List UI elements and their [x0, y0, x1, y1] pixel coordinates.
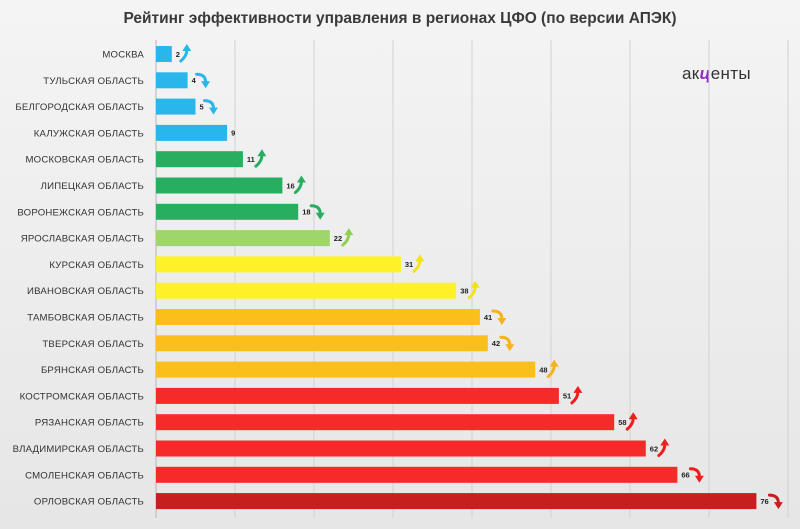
bar: [156, 335, 488, 352]
trend-arrows: [179, 44, 783, 510]
trend-arrow-down-icon: [767, 493, 783, 510]
bar: [156, 151, 243, 168]
logo-text-end: енты: [710, 64, 751, 83]
value-label: 41: [484, 313, 492, 322]
bars: [156, 46, 757, 510]
category-label: ТУЛЬСКАЯ ОБЛАСТЬ: [43, 76, 144, 87]
category-label: ОРЛОВСКАЯ ОБЛАСТЬ: [34, 497, 144, 508]
category-label: ЛИПЕЦКАЯ ОБЛАСТЬ: [41, 181, 144, 192]
bar: [156, 440, 646, 457]
value-label: 2: [176, 50, 180, 59]
bar: [156, 282, 457, 299]
trend-arrow-up-icon: [254, 149, 267, 168]
bar: [156, 466, 678, 483]
trend-arrow-up-icon: [625, 412, 638, 431]
bar: [156, 493, 757, 510]
category-label: МОСКВА: [102, 50, 144, 61]
value-label: 5: [200, 102, 204, 111]
bar: [156, 230, 330, 247]
trend-arrow-up-icon: [657, 438, 670, 457]
trend-arrow-up-icon: [293, 175, 306, 194]
trend-arrow-up-icon: [546, 359, 559, 379]
bar: [156, 177, 283, 194]
trend-arrow-down-icon: [491, 309, 507, 325]
trend-arrow-down-icon: [688, 467, 704, 483]
akcenty-logo: акценты: [682, 64, 751, 84]
category-label: ТАМБОВСКАЯ ОБЛАСТЬ: [27, 313, 144, 324]
value-label: 18: [302, 208, 310, 217]
category-label: СМОЛЕНСКАЯ ОБЛАСТЬ: [25, 470, 144, 481]
bar: [156, 387, 559, 404]
value-label: 48: [539, 365, 547, 374]
category-label: ЯРОСЛАВСКАЯ ОБЛАСТЬ: [21, 234, 144, 245]
value-label: 42: [492, 339, 500, 348]
logo-text-accent: ц: [699, 64, 711, 83]
value-label: 66: [681, 471, 689, 480]
value-label: 9: [231, 129, 235, 138]
trend-arrow-up-icon: [179, 44, 192, 63]
value-label: 51: [563, 392, 571, 401]
trend-arrow-up-icon: [341, 228, 354, 247]
bar: [156, 203, 299, 220]
category-label: ВОРОНЕЖСКАЯ ОБЛАСТЬ: [17, 207, 144, 218]
value-label: 22: [334, 234, 342, 243]
trend-arrow-down-icon: [499, 335, 515, 352]
category-label: КОСТРОМСКАЯ ОБЛАСТЬ: [20, 391, 144, 402]
category-labels: МОСКВА ТУЛЬСКАЯ ОБЛАСТЬ БЕЛГОРОДСКАЯ ОБЛАС…: [13, 50, 145, 508]
category-label: КУРСКАЯ ОБЛАСТЬ: [49, 260, 144, 271]
bar: [156, 98, 196, 115]
value-label: 31: [405, 260, 413, 269]
value-label: 58: [618, 418, 626, 427]
logo-text-start: ак: [682, 64, 700, 83]
bar: [156, 414, 615, 431]
bar: [156, 46, 172, 62]
trend-arrow-down-icon: [309, 204, 325, 220]
category-label: МОСКОВСКАЯ ОБЛАСТЬ: [25, 155, 144, 166]
value-label: 16: [286, 181, 294, 190]
trend-arrow-up-icon: [467, 280, 480, 300]
bar: [156, 124, 228, 141]
chart-title: Рейтинг эффективности управления в регио…: [123, 10, 677, 27]
bar: [156, 309, 480, 325]
trend-arrow-down-icon: [195, 72, 211, 89]
trend-arrow-up-icon: [412, 254, 425, 273]
value-label: 4: [192, 76, 197, 85]
category-label: ИВАНОВСКАЯ ОБЛАСТЬ: [27, 286, 144, 297]
category-label: БЕЛГОРОДСКАЯ ОБЛАСТЬ: [15, 102, 144, 113]
category-label: КАЛУЖСКАЯ ОБЛАСТЬ: [34, 128, 144, 139]
bar: [156, 256, 401, 273]
category-label: ТВЕРСКАЯ ОБЛАСТЬ: [42, 339, 144, 350]
value-labels: 2 4 5 9 11 16 18 22 31 38 41 42 48 51 58 62 66 76: [176, 50, 769, 506]
value-label: 76: [760, 497, 768, 506]
value-label: 62: [650, 444, 658, 453]
category-label: БРЯНСКАЯ ОБЛАСТЬ: [41, 365, 144, 376]
bar: [156, 72, 188, 89]
bar: [156, 361, 536, 378]
trend-arrow-up-icon: [570, 385, 583, 405]
value-label: 11: [247, 155, 255, 164]
trend-arrow-down-icon: [203, 99, 218, 115]
category-label: РЯЗАНСКАЯ ОБЛАСТЬ: [35, 418, 144, 429]
value-label: 38: [460, 287, 468, 296]
grid-lines: [155, 40, 789, 518]
category-label: ВЛАДИМИРСКАЯ ОБЛАСТЬ: [13, 444, 144, 455]
